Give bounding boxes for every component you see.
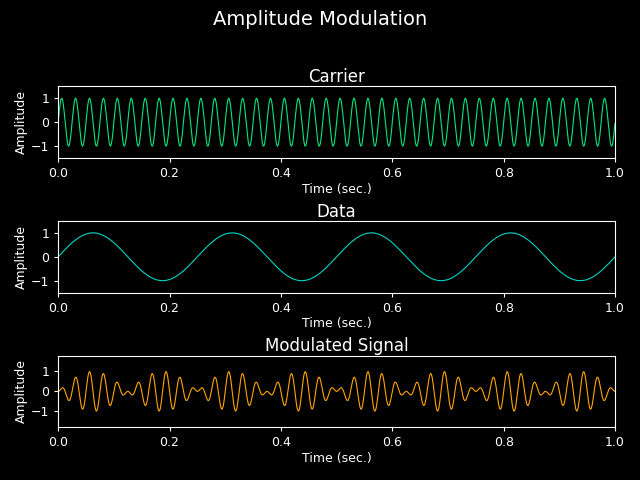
Text: Amplitude Modulation: Amplitude Modulation	[213, 10, 427, 29]
X-axis label: Time (sec.): Time (sec.)	[301, 183, 371, 196]
Title: Data: Data	[317, 203, 356, 221]
X-axis label: Time (sec.): Time (sec.)	[301, 317, 371, 330]
X-axis label: Time (sec.): Time (sec.)	[301, 452, 371, 465]
Title: Carrier: Carrier	[308, 68, 365, 86]
Y-axis label: Amplitude: Amplitude	[15, 225, 28, 289]
Title: Modulated Signal: Modulated Signal	[265, 337, 408, 355]
Y-axis label: Amplitude: Amplitude	[15, 360, 28, 423]
Y-axis label: Amplitude: Amplitude	[15, 90, 28, 154]
